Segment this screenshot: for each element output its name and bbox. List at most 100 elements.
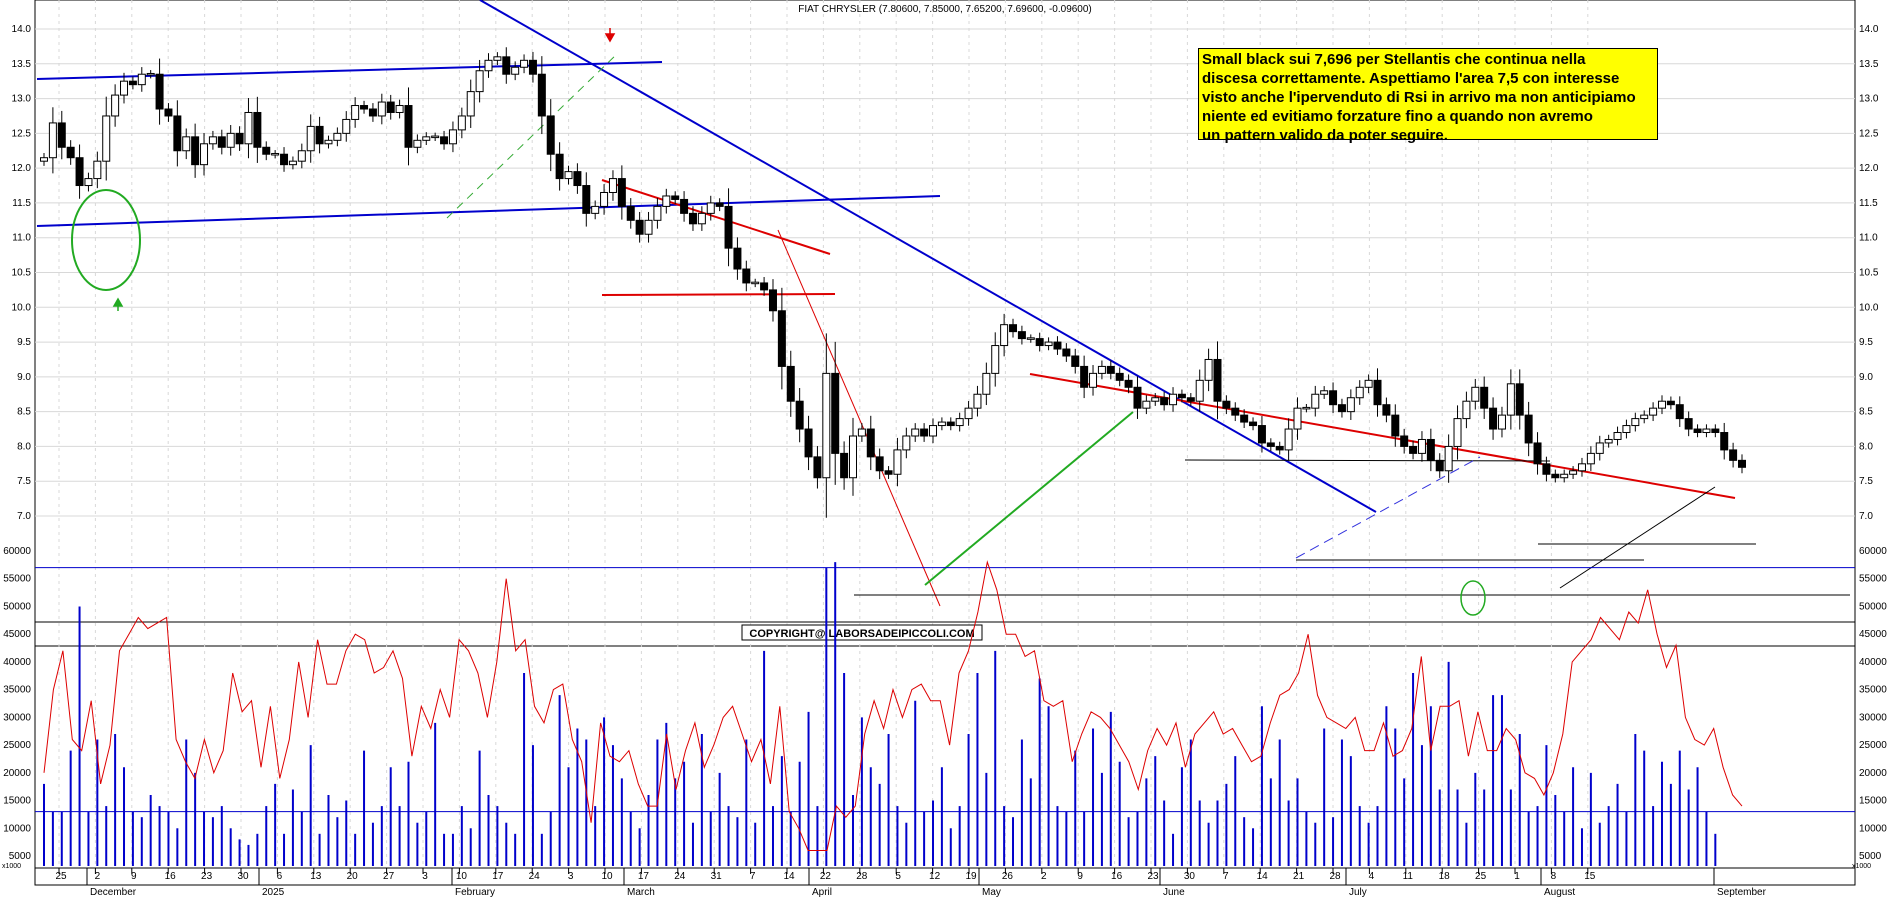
candle-body-up <box>40 157 48 162</box>
candlestick <box>1097 360 1106 380</box>
volume-tick-label: 60000 <box>3 546 31 557</box>
candle-body-up <box>1195 379 1204 402</box>
volume-tick-label: 10000 <box>3 823 31 834</box>
price-tick-label: 8.5 <box>17 407 31 418</box>
range-top-line <box>1184 459 1551 462</box>
candlestick <box>644 211 653 243</box>
candlestick <box>1684 411 1693 437</box>
candle-body-down <box>128 80 137 86</box>
candle-body-up <box>893 449 902 475</box>
candle-body-up <box>137 73 146 86</box>
price-tick-label: 9.0 <box>1859 372 1873 383</box>
candlestick <box>128 76 137 90</box>
analyst-commentary-box: Small black sui 7,696 per Stellantis che… <box>1198 48 1658 144</box>
candle-body-down <box>1275 445 1284 451</box>
candle-body-down <box>555 153 564 180</box>
candlestick <box>902 427 911 459</box>
month-label: March <box>627 887 655 898</box>
candlestick <box>48 107 57 174</box>
date-tick-label: 3 <box>422 871 428 882</box>
candlestick <box>520 54 529 74</box>
volume-tick-label: 50000 <box>3 601 31 612</box>
long-resistance-line <box>1029 373 1736 499</box>
candlestick <box>733 237 742 280</box>
december-reversal-circle <box>71 189 141 291</box>
candlestick <box>191 123 200 178</box>
candlestick <box>1035 332 1044 352</box>
candlestick <box>1666 396 1675 410</box>
candlestick <box>1284 418 1293 461</box>
candlestick <box>600 184 609 215</box>
candlestick <box>804 415 813 471</box>
price-tick-label: 11.5 <box>12 198 31 209</box>
price-tick-label: 11.0 <box>12 233 31 244</box>
candle-body-down <box>1400 435 1409 447</box>
date-tick-label: 8 <box>1551 871 1557 882</box>
date-tick-label: 6 <box>277 871 283 882</box>
date-tick-label: 7 <box>1223 871 1229 882</box>
candlestick <box>1524 401 1533 457</box>
candlestick <box>1186 393 1195 406</box>
candlestick <box>1257 415 1266 453</box>
candle-body-up <box>697 212 706 225</box>
candle-body-down <box>1240 414 1249 423</box>
price-tick-label: 13.5 <box>1859 59 1879 70</box>
candlestick <box>546 99 555 172</box>
rsi-indicator-line <box>43 560 1743 851</box>
candlestick <box>1195 369 1204 412</box>
candlestick <box>1391 404 1400 447</box>
candlestick <box>1613 426 1622 446</box>
candlestick <box>760 277 769 296</box>
month-label: June <box>1163 887 1185 898</box>
date-tick-label: 10 <box>456 871 468 882</box>
candlestick <box>1560 469 1569 483</box>
candle-body-down <box>777 310 786 367</box>
candlestick <box>982 362 991 406</box>
candlestick <box>1551 469 1560 483</box>
candlestick <box>1240 409 1249 428</box>
candlestick <box>608 170 617 201</box>
candle-body-down <box>1080 365 1089 388</box>
candlestick <box>1320 386 1329 399</box>
candlestick <box>1400 428 1409 454</box>
candlestick <box>573 163 582 194</box>
candlestick <box>182 128 191 160</box>
volume-tick-label: 25000 <box>1859 740 1887 751</box>
candle-body-down <box>315 125 324 145</box>
candlestick <box>297 143 306 169</box>
candlestick <box>857 423 866 442</box>
candle-body-up <box>457 115 466 131</box>
candle-body-down <box>1213 358 1222 402</box>
candlestick <box>1355 380 1364 405</box>
date-tick-label: 12 <box>929 871 941 882</box>
price-tick-label: 10.5 <box>1859 268 1879 279</box>
candle-body-up <box>288 160 297 166</box>
candle-body-up <box>822 372 831 479</box>
candle-body-down <box>946 421 955 427</box>
candlestick <box>680 191 689 222</box>
candlestick <box>377 93 386 125</box>
candlestick <box>929 418 938 444</box>
candle-body-down <box>733 247 742 270</box>
price-tick-label: 7.5 <box>1859 476 1873 487</box>
candle-body-up <box>1657 400 1666 409</box>
candlestick <box>1089 365 1098 396</box>
candlestick <box>724 188 733 267</box>
candle-body-down <box>1711 428 1720 434</box>
candlestick <box>440 130 449 150</box>
chart-title: FIAT CHRYSLER (7.80600, 7.85000, 7.65200… <box>798 4 1092 15</box>
april-fall-line <box>777 229 941 607</box>
date-tick-label: 10 <box>601 871 613 882</box>
candlestick <box>1435 453 1444 478</box>
candle-body-up <box>1595 442 1604 454</box>
candlestick <box>306 114 315 163</box>
candle-body-up <box>608 178 617 193</box>
volume-tick-label: 30000 <box>1859 712 1887 723</box>
date-tick-label: 31 <box>711 871 723 882</box>
date-tick-label: 2 <box>95 871 101 882</box>
candlestick <box>1160 391 1169 411</box>
candlestick <box>786 350 795 417</box>
candle-body-down <box>866 428 875 458</box>
candlestick <box>1604 434 1613 448</box>
candle-body-up <box>1044 341 1053 347</box>
